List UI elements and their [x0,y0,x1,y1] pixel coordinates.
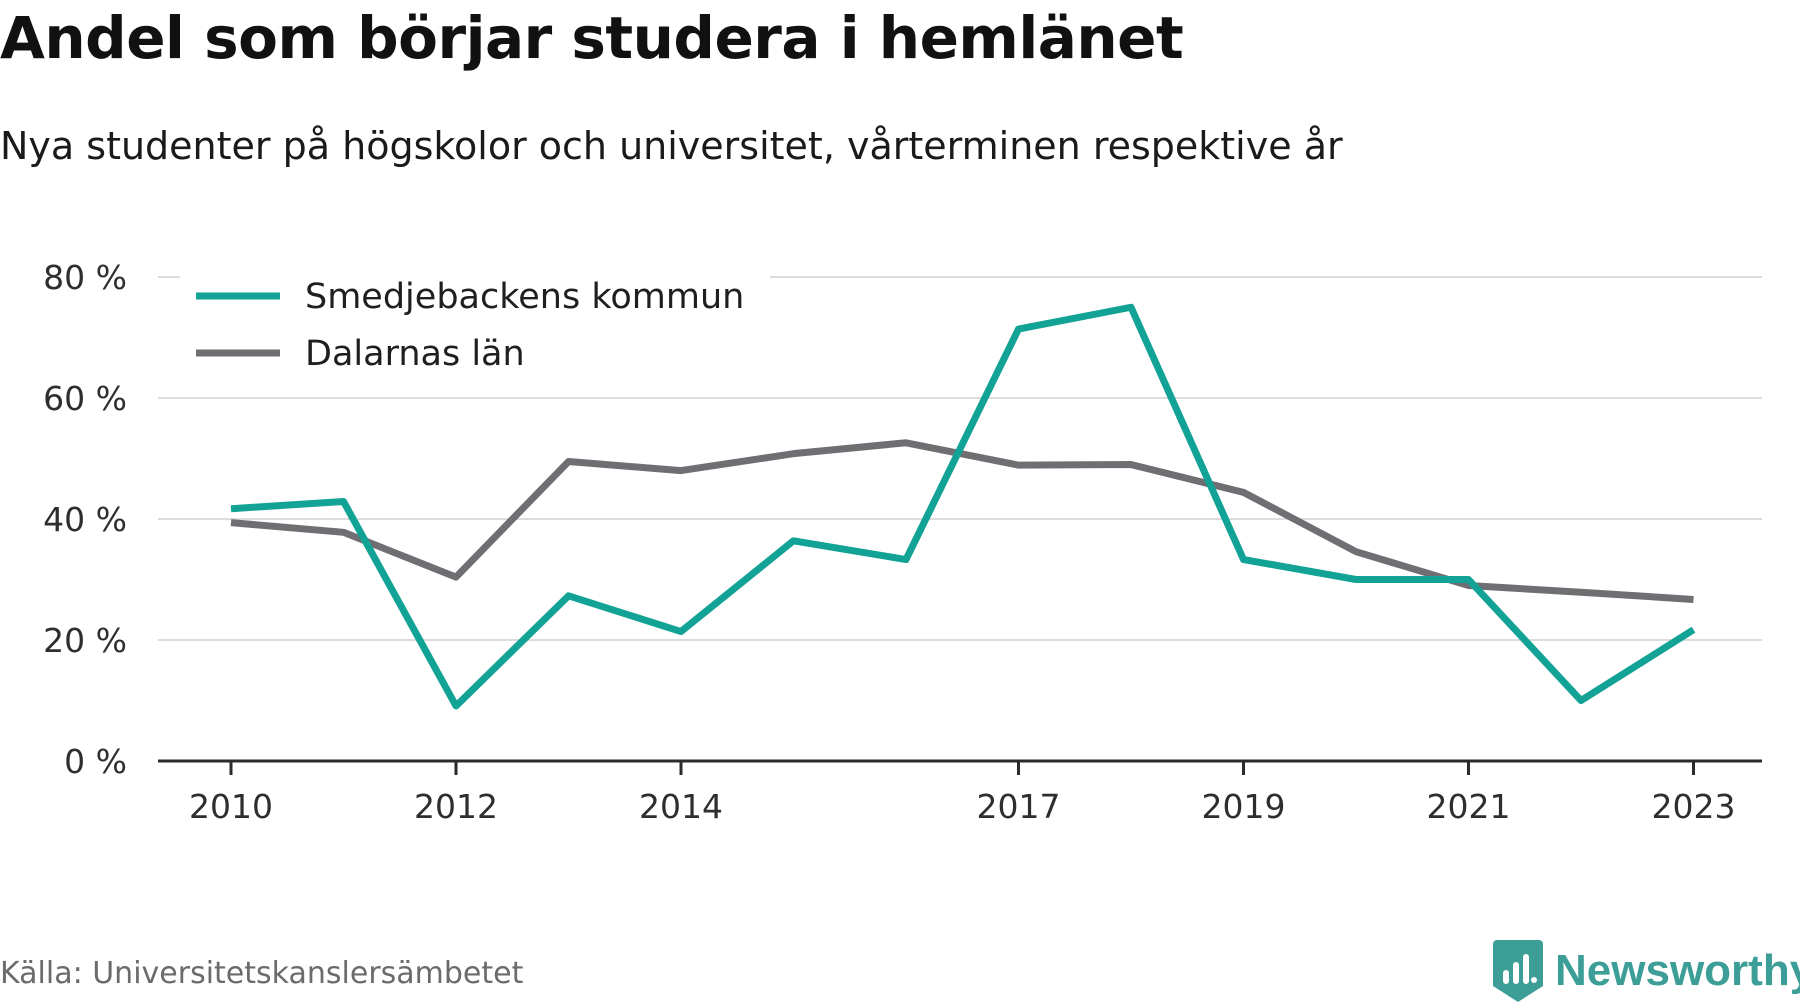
legend-label: Smedjebackens kommun [305,277,744,317]
x-tick-label: 2017 [977,787,1061,826]
y-tick-label: 80 % [43,258,127,297]
brand-name: Newsworthy [1555,946,1800,995]
chart-title: Andel som börjar studera i hemlänet [0,4,1184,72]
series-lines [230,303,1696,710]
x-tick-label: 2014 [639,787,723,826]
legend-label: Dalarnas län [305,334,525,374]
y-tick-label: 0 % [64,742,127,781]
axes: 0 % 20 % 40 % 60 % 80 % 2010 2012 2014 2017 2019 2… [43,258,1762,826]
series-line-smedjebacken [230,303,1696,710]
x-tick-label: 2019 [1202,787,1286,826]
x-tick-label: 2010 [189,787,273,826]
series-line-dalarna [230,439,1694,603]
legend-background [180,268,770,380]
source-note: Källa: Universitetskanslersämbetet [0,956,524,991]
y-tick-label: 40 % [43,500,127,539]
x-tick-label: 2023 [1652,787,1736,826]
legend: Smedjebackens kommun Dalarnas län [180,268,770,380]
x-tick-label: 2021 [1427,787,1511,826]
newsworthy-logo-icon [1493,940,1543,1002]
y-tick-label: 20 % [43,621,127,660]
brand-logo: Newsworthy [1493,940,1800,1002]
x-tick-label: 2012 [414,787,498,826]
chart-subtitle: Nya studenter på högskolor och universit… [0,124,1343,168]
y-tick-label: 60 % [43,379,127,418]
